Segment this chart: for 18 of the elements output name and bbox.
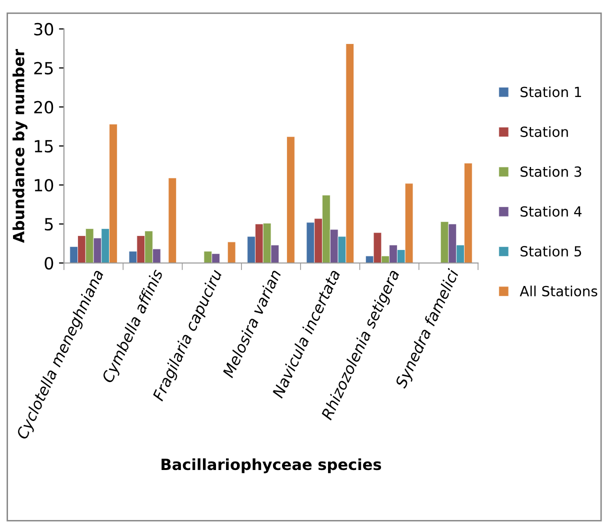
legend-label: Station 5 bbox=[520, 246, 582, 257]
bar bbox=[286, 136, 295, 263]
bar bbox=[168, 178, 177, 263]
legend-label: Station bbox=[520, 126, 568, 138]
y-tick-label: 0 bbox=[44, 256, 54, 270]
y-axis-title: Abundance by number bbox=[12, 48, 28, 243]
y-tick-label: 5 bbox=[44, 218, 53, 231]
legend-label: All Stations bbox=[520, 286, 598, 296]
y-tick-label: 25 bbox=[34, 62, 53, 75]
y-tick-label: 30 bbox=[34, 22, 54, 36]
legend-label: Station 3 bbox=[520, 166, 582, 177]
y-tick-label: 15 bbox=[34, 140, 53, 153]
bar bbox=[227, 242, 236, 263]
legend-label: Station 1 bbox=[520, 86, 582, 98]
x-axis-title: Bacillariophyceae species bbox=[162, 458, 382, 474]
y-tick-label: 10 bbox=[34, 178, 54, 192]
y-tick-label: 20 bbox=[34, 100, 54, 114]
legend-label: Station 4 bbox=[520, 206, 582, 217]
